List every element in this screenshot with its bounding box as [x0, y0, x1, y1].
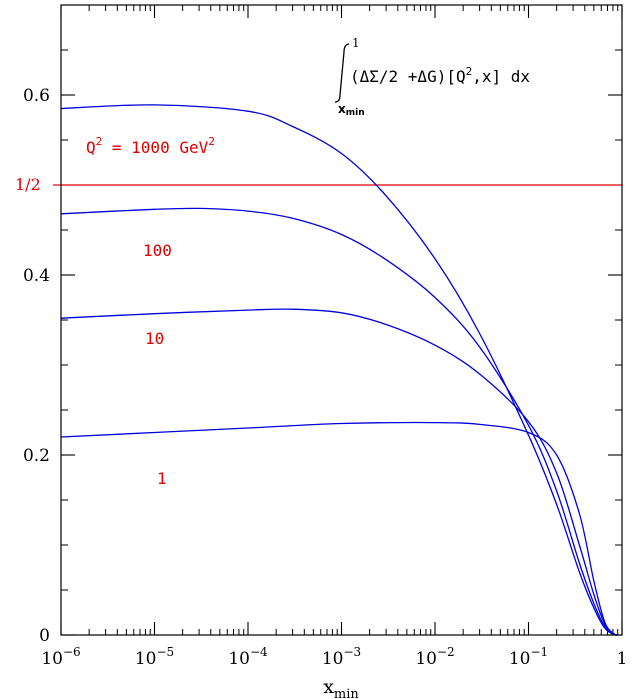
y-tick-label: 0.2 — [23, 446, 50, 466]
x-tick-labels: 10−6 10−5 10−4 10−3 10−2 10−1 1 — [41, 645, 627, 669]
reference-line-label: 1/2 — [15, 175, 41, 194]
x-tick-label: 10−3 — [322, 645, 361, 669]
x-tick-label: 1 — [617, 649, 628, 669]
integral-upper-limit: 1 — [352, 36, 360, 50]
y-tick-label: 0 — [39, 626, 50, 646]
x-axis-title: xmin — [323, 676, 359, 699]
series-label-1: 1 — [157, 469, 167, 488]
plot-frame — [60, 4, 623, 636]
x-tick-label: 10−6 — [41, 645, 80, 669]
series-line-q2-10 — [60, 308, 618, 636]
series-label-1000: Q2 = 1000 GeV2 — [86, 135, 215, 157]
series-line-q2-100 — [60, 207, 618, 636]
formula-annotation: 1 xmin (ΔΣ/2 +ΔG)[Q2,x] dx — [334, 36, 530, 118]
series-layer — [60, 104, 618, 636]
series-label-100: 100 — [143, 241, 172, 260]
x-tick-label: 10−1 — [509, 645, 548, 669]
y-tick-label: 0.6 — [23, 86, 50, 106]
integrand-text: (ΔΣ/2 +ΔG)[Q2,x] dx — [350, 65, 530, 86]
integral-sign — [334, 43, 350, 103]
x-tick-label: 10−2 — [415, 645, 454, 669]
integral-lower-limit: xmin — [338, 102, 365, 118]
series-label-10: 10 — [145, 329, 164, 348]
y-tick-label: 0.4 — [23, 266, 50, 286]
series-line-q2-1000 — [60, 104, 618, 636]
x-tick-label: 10−4 — [228, 645, 268, 669]
y-tick-labels: 0 0.2 0.4 0.6 — [23, 86, 50, 646]
x-tick-label: 10−5 — [135, 645, 174, 669]
series-line-q2-1 — [60, 421, 618, 636]
